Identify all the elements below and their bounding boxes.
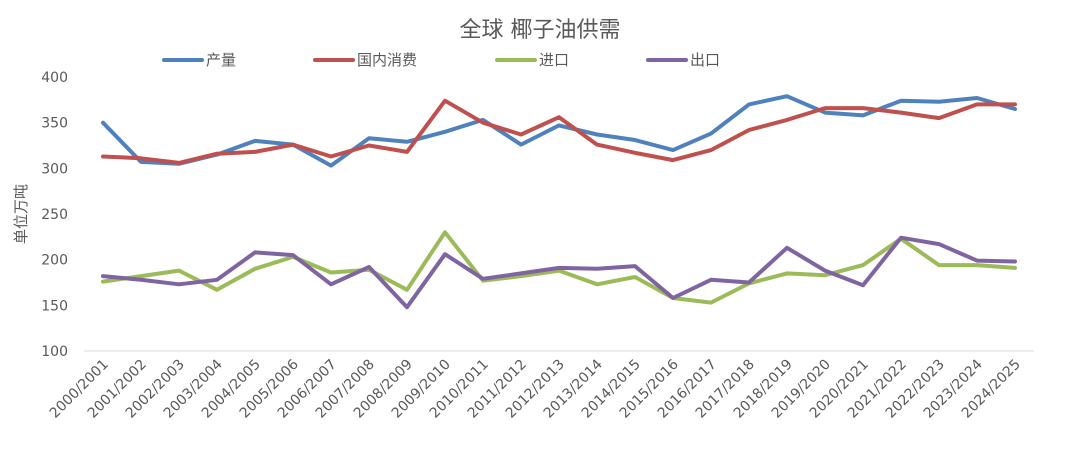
legend-label-3: 出口 [690, 51, 720, 69]
y-tick-label: 200 [41, 253, 68, 269]
series-line-3 [101, 235, 1017, 310]
series-line-2 [101, 230, 1017, 305]
legend-label-0: 产量 [206, 51, 236, 69]
y-tick-label: 300 [41, 161, 68, 177]
chart-title: 全球 椰子油供需 [460, 18, 621, 43]
x-axis-ticks: 2000/20012001/20022002/20032003/20042004… [47, 356, 1024, 421]
y-tick-label: 250 [41, 207, 68, 223]
series-line-1 [101, 98, 1017, 165]
legend-label-2: 进口 [539, 51, 569, 69]
y-tick-label: 100 [41, 344, 68, 360]
y-tick-label: 400 [41, 70, 68, 86]
legend-label-1: 国内消费 [357, 51, 417, 69]
y-tick-label: 350 [41, 116, 68, 132]
y-axis-label: 单位万吨 [12, 184, 30, 244]
legend: 产量 国内消费 进口 出口 [162, 51, 720, 69]
series-group [101, 94, 1017, 310]
y-tick-label: 150 [41, 298, 68, 314]
series-line-0 [101, 94, 1017, 168]
y-axis-ticks: 100 150 200 250 300 350 400 [41, 70, 68, 360]
